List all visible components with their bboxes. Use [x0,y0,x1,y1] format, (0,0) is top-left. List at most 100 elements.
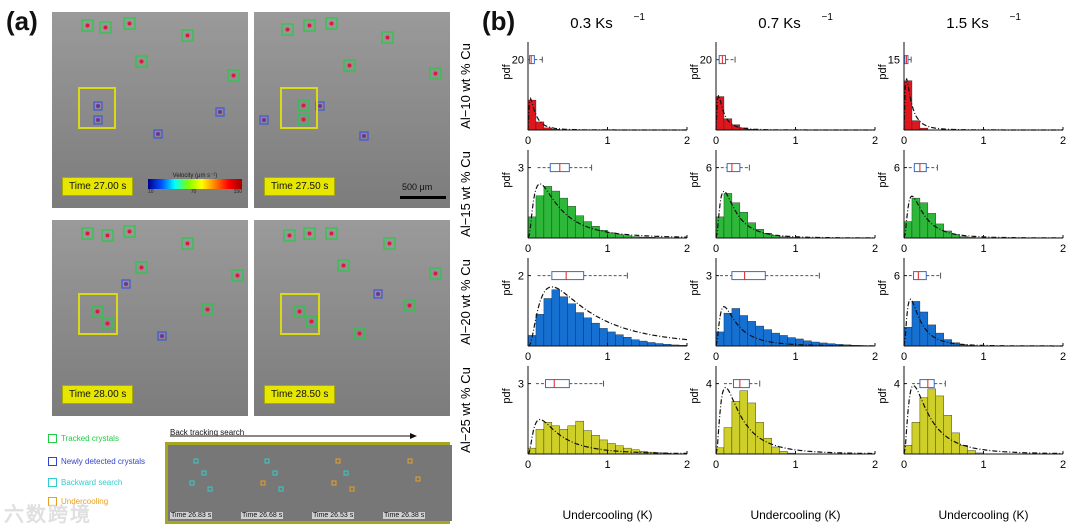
crystal-dot [287,233,292,238]
fit-curve [527,286,688,347]
crystal-dot [301,103,306,108]
histogram-bar [919,202,929,239]
y-tick-label: 15 [888,55,900,67]
histogram-bar [575,420,584,455]
crystal-dot [341,263,346,268]
histogram-bar [607,443,616,455]
histogram-bar [755,325,764,347]
time-label: Time 28.50 s [264,385,336,404]
histogram-bar [551,289,560,347]
y-axis-label: pdf [501,387,513,403]
y-axis-label: pdf [877,171,889,187]
crystal-dot [105,233,110,238]
y-axis-label: pdf [689,279,701,295]
y-axis-label: pdf [689,63,701,79]
histogram-bar [763,437,772,455]
x-axis-label: Undercooling (K) [562,508,652,522]
y-tick-label: 3 [518,163,524,175]
crystal-marker [303,227,316,240]
histogram-bar [615,334,624,347]
crystals [81,17,240,139]
frame-3: Time 28.00 s [52,220,248,416]
microscopy-image [254,12,450,208]
frame-1: Time 27.00 s Velocity (μm s⁻¹) 10 70 150 [52,12,248,208]
row-label: Al−20 wt % Cu [458,259,473,345]
y-axis-label: pdf [689,387,701,403]
histogram-bar [599,439,608,455]
time-label: Time 27.50 s [264,177,336,196]
histogram-bar [911,197,921,239]
x-tick-label: 2 [872,459,878,471]
histogram-bar [731,401,741,455]
crystal-marker [325,17,338,30]
histogram-bar [599,328,608,347]
x-tick-label: 0 [901,351,907,363]
crystal-marker [429,267,442,280]
crystal-dot [329,231,334,236]
microscopy-image [254,220,450,416]
crystal-marker [283,229,296,242]
x-tick-label: 1 [980,351,986,363]
crystal-marker [303,19,316,32]
crystal-dot [309,319,314,324]
colorbar-gradient [148,179,242,189]
y-axis-label: pdf [501,279,513,295]
crystal-dot [156,132,160,136]
roi-box [78,87,116,129]
crystal-marker [293,305,306,318]
frame-time: Time 26.68 s [241,512,284,519]
crystal-dot [85,231,90,236]
histogram-bar [559,197,568,239]
column-title-exponent: −1 [822,12,834,23]
box-iqr [919,379,935,389]
row-label: Al−10 wt % Cu [458,43,473,129]
fit-curve [715,386,875,455]
row-label: Al−25 wt % Cu [458,367,473,453]
crystal-marker [121,279,131,289]
crystal-dot [218,110,222,114]
crystal-dot [235,273,240,278]
crystals [81,225,244,341]
histogram-bar [639,340,648,347]
histogram-bar [911,422,921,455]
legend-label: Newly detected crystals [61,457,146,466]
crystal-dot [362,134,366,138]
crystal-dot [185,241,190,246]
crystal-dot [127,229,132,234]
legend-tracked: Tracked crystals [48,434,119,444]
crystal-dot [96,118,100,122]
x-axis-label: Undercooling (K) [938,508,1028,522]
histogram-bar [615,234,624,239]
x-tick-label: 2 [684,243,690,255]
x-tick-label: 2 [872,351,878,363]
y-axis-label: pdf [877,279,889,295]
back-tracking-title: Back tracking search [170,428,245,437]
histogram-bar [535,429,545,455]
x-tick-label: 2 [1060,459,1066,471]
crystal-marker [337,259,350,272]
fit-curve [903,385,1063,455]
legend-swatch [48,497,57,507]
histogram-bar [771,332,780,347]
crystal-dot [376,292,380,296]
histogram-bar [723,427,733,455]
histogram-bar [911,120,921,131]
legend-label: Undercooling [61,497,109,506]
crystal-marker [181,237,194,250]
histogram-bar [747,402,756,455]
crystal-dot [307,231,312,236]
fit-curve [527,183,687,239]
x-tick-label: 0 [713,351,719,363]
column-title-exponent: −1 [634,12,646,23]
y-tick-label: 6 [894,271,900,283]
crystal-marker [305,315,318,328]
legend-label: Tracked crystals [61,434,119,443]
crystal-dot [231,73,236,78]
histogram-bar [559,429,568,455]
frame-2: Time 27.50 s 500 μm [254,12,450,208]
crystal-marker [153,129,163,139]
histogram-bar [739,211,749,239]
crystal-dot [407,303,412,308]
crystal-marker [93,101,103,111]
histogram-bar [647,342,656,347]
